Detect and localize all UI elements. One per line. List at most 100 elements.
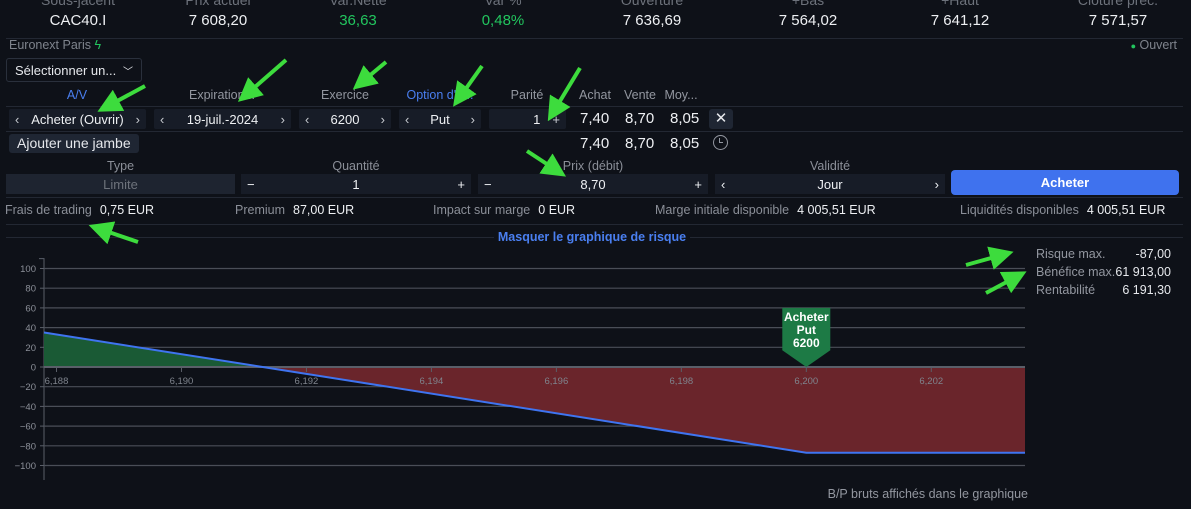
market-status-text: Ouvert <box>1139 38 1177 52</box>
info-value: 0 EUR <box>538 203 576 217</box>
col-ask: Vente <box>624 88 656 102</box>
x-tick-label: 6,190 <box>170 376 194 387</box>
minus-icon[interactable]: − <box>247 176 255 192</box>
chevron-right-icon[interactable]: › <box>934 176 939 192</box>
chevron-right-icon[interactable]: › <box>470 111 475 127</box>
col-option-type[interactable]: Option d'a... <box>406 88 474 102</box>
quote-value: CAC40.I <box>49 12 107 29</box>
chevron-left-icon[interactable]: ‹ <box>721 176 726 192</box>
order-type-field[interactable]: Limite <box>6 174 235 194</box>
x-tick-label: 6,198 <box>669 376 693 387</box>
info-label: Impact sur marge <box>433 203 531 217</box>
col-strike[interactable]: Exercice <box>321 88 369 102</box>
stat-label: Bénéfice max. <box>1036 265 1116 279</box>
quote-label: Var % <box>484 0 522 8</box>
buy-button[interactable]: Acheter <box>951 170 1179 195</box>
col-expiration[interactable]: Expiration... <box>188 88 255 102</box>
quote-label: +Bas <box>791 0 825 8</box>
expiration-stepper[interactable]: ‹ 19-juil.-2024 › <box>154 109 291 129</box>
info-value: 87,00 EUR <box>293 203 355 217</box>
leg-mid: 8,05 <box>670 110 700 127</box>
total-mid: 8,05 <box>670 135 700 152</box>
price-value[interactable]: 8,70 <box>580 176 606 192</box>
stat-value: 61 913,00 <box>1115 265 1171 279</box>
quote-label: Clôture préc. <box>1077 0 1159 8</box>
quantity-label: Quantité <box>332 159 380 173</box>
option-type-value: Put <box>430 111 450 127</box>
y-tick-label: 60 <box>25 303 36 314</box>
stat-max-profit: Bénéfice max. 61 913,00 <box>1036 265 1171 279</box>
quote-value: 7 636,69 <box>622 12 682 29</box>
add-leg-button[interactable]: Ajouter une jambe <box>9 134 139 153</box>
y-tick-label: −40 <box>20 402 36 413</box>
info-value: 4 005,51 EUR <box>797 203 876 217</box>
strategy-select-value: Sélectionner un... <box>15 62 117 78</box>
col-side[interactable]: A/V <box>66 88 88 102</box>
chevron-left-icon[interactable]: ‹ <box>305 111 310 127</box>
info-label: Liquidités disponibles <box>960 203 1079 217</box>
quantity-value[interactable]: 1 <box>352 176 360 192</box>
plus-icon[interactable]: + <box>457 176 465 192</box>
leg-ask: 8,70 <box>625 110 655 127</box>
chevron-right-icon[interactable]: › <box>135 111 140 127</box>
quote-value: 0,48% <box>481 12 525 29</box>
stat-max-risk: Risque max. -87,00 <box>1036 247 1171 261</box>
quantity-stepper[interactable]: − 1 + <box>241 174 471 194</box>
stat-breakeven: Rentabilité 6 191,30 <box>1036 283 1171 297</box>
y-tick-label: −60 <box>20 422 36 433</box>
strategy-select[interactable]: Sélectionner un... ﹀ <box>6 58 142 82</box>
expiration-value: 19-juil.-2024 <box>186 111 259 127</box>
strike-value: 6200 <box>330 111 360 127</box>
clock-icon[interactable] <box>713 135 728 150</box>
col-mid: Moy... <box>664 88 698 102</box>
info-label: Frais de trading <box>5 203 92 217</box>
chevron-left-icon[interactable]: ‹ <box>160 111 165 127</box>
plus-icon[interactable]: + <box>694 176 702 192</box>
strike-stepper[interactable]: ‹ 6200 › <box>299 109 391 129</box>
quote-value: 7 641,12 <box>930 12 990 29</box>
chevron-right-icon[interactable]: › <box>380 111 385 127</box>
side-value: Acheter (Ouvrir) <box>31 111 124 127</box>
strike-marker-label: 6200 <box>793 336 820 350</box>
quote-value: 36,63 <box>339 12 377 29</box>
exchange-label: Euronext Paris ϟ <box>9 38 101 52</box>
y-tick-label: −80 <box>20 441 36 452</box>
strike-marker-label: Put <box>797 323 816 337</box>
quote-value: 7 571,57 <box>1088 12 1148 29</box>
stat-label: Rentabilité <box>1036 283 1096 297</box>
x-tick-label: 6,188 <box>45 376 69 387</box>
quote-label: Var.Nette <box>329 0 387 8</box>
y-tick-label: 100 <box>20 264 36 275</box>
x-tick-label: 6,200 <box>794 376 818 387</box>
plus-icon[interactable]: + <box>552 111 560 127</box>
info-item: Impact sur marge 0 EUR <box>433 203 575 217</box>
stat-value: 6 191,30 <box>1122 283 1171 297</box>
stat-value: -87,00 <box>1135 247 1171 261</box>
validity-label: Validité <box>809 159 851 173</box>
price-label: Prix (débit) <box>562 159 624 173</box>
minus-icon[interactable]: − <box>484 176 492 192</box>
info-item: Liquidités disponibles 4 005,51 EUR <box>960 203 1165 217</box>
quote-value: 7 564,02 <box>778 12 838 29</box>
status-dot-icon: ● <box>1130 41 1136 51</box>
ratio-stepper[interactable]: 1 + <box>489 109 566 129</box>
option-type-stepper[interactable]: ‹ Put › <box>399 109 481 129</box>
quote-label: Sous-jacent <box>41 0 115 8</box>
validity-value: Jour <box>817 176 843 192</box>
y-tick-label: 40 <box>25 323 36 334</box>
ratio-value: 1 <box>533 111 541 127</box>
price-stepper[interactable]: − 8,70 + <box>478 174 708 194</box>
hide-risk-chart-link[interactable]: Masquer le graphique de risque <box>497 230 687 244</box>
info-label: Premium <box>235 203 286 217</box>
chevron-right-icon[interactable]: › <box>280 111 285 127</box>
y-axis <box>39 258 45 480</box>
info-item: Frais de trading 0,75 EUR <box>5 203 154 217</box>
type-label: Type <box>106 159 135 173</box>
side-stepper[interactable]: ‹ Acheter (Ouvrir) › <box>9 109 146 129</box>
chevron-left-icon[interactable]: ‹ <box>15 111 20 127</box>
total-ask: 8,70 <box>625 135 655 152</box>
validity-stepper[interactable]: ‹ Jour › <box>715 174 945 194</box>
quote-value: 7 608,20 <box>188 12 248 29</box>
remove-leg-close-icon[interactable]: ✕ <box>709 109 733 129</box>
chevron-left-icon[interactable]: ‹ <box>405 111 410 127</box>
